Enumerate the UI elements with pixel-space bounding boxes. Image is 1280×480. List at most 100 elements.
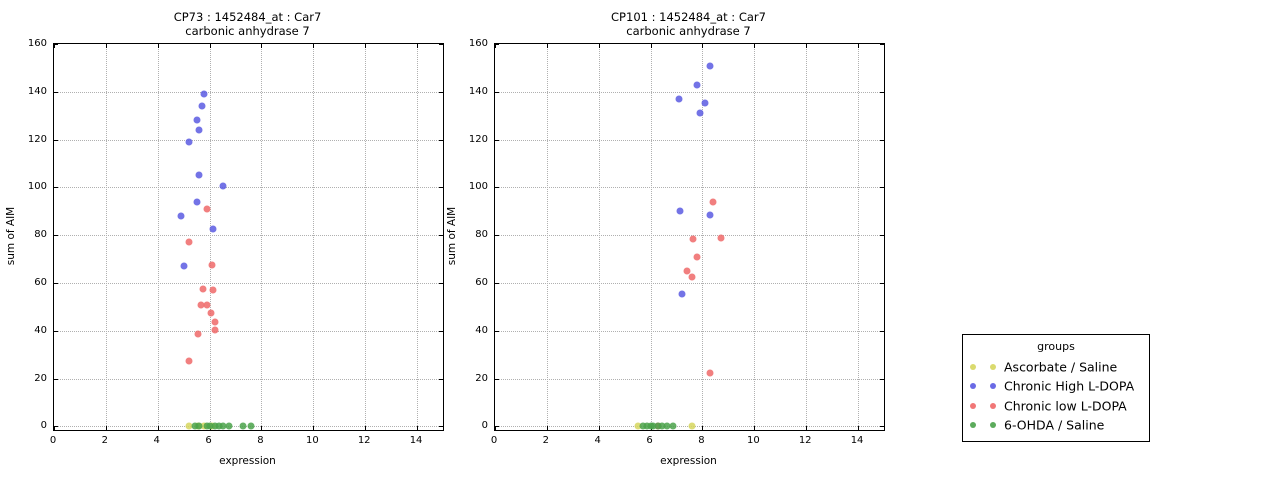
gridline — [806, 44, 808, 430]
gridline — [650, 44, 652, 430]
y-tick-mark — [54, 91, 58, 93]
left-plot-title-line1: CP73 : 1452484_at : Car7 — [173, 10, 322, 24]
gridline — [157, 44, 159, 430]
y-tick-mark — [439, 235, 443, 237]
legend-entry: Chronic low L-DOPA — [963, 396, 1149, 416]
x-tick-label: 8 — [698, 435, 705, 446]
y-tick-mark — [495, 139, 499, 141]
y-tick-mark — [439, 139, 443, 141]
y-tick-mark — [880, 44, 884, 45]
data-point — [701, 99, 709, 107]
legend-box: groups Ascorbate / Saline Chronic High L-… — [962, 334, 1150, 442]
x-tick-mark — [105, 426, 107, 430]
legend-rows: Ascorbate / Saline Chronic High L-DOPA Chr… — [963, 357, 1149, 435]
x-tick-label: 2 — [101, 435, 109, 446]
y-tick-mark — [880, 139, 884, 141]
x-tick-mark — [157, 44, 159, 48]
data-point — [199, 285, 207, 293]
data-point — [185, 138, 193, 146]
y-tick-label: 40 — [34, 324, 47, 336]
y-tick-mark — [54, 426, 58, 428]
right-plot-title-line1: CP101 : 1452484_at : Car7 — [611, 10, 766, 24]
y-tick-mark — [880, 187, 884, 189]
y-tick-mark — [495, 187, 499, 189]
legend-entry-label: Chronic High L-DOPA — [1004, 378, 1135, 394]
y-tick-label: 160 — [468, 38, 488, 49]
y-tick-mark — [439, 378, 443, 380]
x-tick-mark — [702, 44, 704, 48]
legend-entry: Chronic High L-DOPA — [963, 377, 1149, 397]
x-tick-mark — [754, 426, 756, 430]
x-tick-mark — [313, 44, 315, 48]
y-tick-label: 120 — [27, 133, 47, 145]
data-point — [643, 422, 651, 430]
x-tick-label: 12 — [357, 435, 371, 446]
data-point — [688, 273, 696, 281]
x-tick-label: 12 — [798, 435, 812, 446]
x-tick-mark — [261, 426, 263, 430]
gridline — [495, 187, 884, 189]
data-point — [658, 422, 666, 430]
legend-marker-icon — [990, 383, 996, 390]
legend-entry-label: 6-OHDA / Saline — [1004, 417, 1105, 433]
y-tick-label: 100 — [27, 181, 47, 193]
data-point — [185, 422, 193, 430]
data-point — [185, 357, 193, 365]
gridline — [54, 330, 443, 332]
x-tick-mark — [806, 426, 808, 430]
legend-marker-icon — [990, 363, 996, 370]
y-tick-mark — [495, 91, 499, 93]
x-tick-mark — [858, 44, 860, 48]
legend-marker-icon — [970, 422, 976, 429]
data-point — [219, 182, 227, 190]
x-tick-label: 0 — [49, 435, 57, 446]
y-tick-label: 0 — [40, 420, 47, 432]
y-tick-mark — [54, 187, 58, 189]
gridline — [105, 44, 107, 430]
y-tick-mark — [495, 378, 499, 380]
x-tick-mark — [365, 426, 367, 430]
data-point — [663, 422, 671, 430]
y-tick-label: 20 — [475, 372, 488, 384]
data-point — [195, 422, 203, 430]
y-tick-label: 160 — [27, 38, 47, 49]
x-tick-mark — [54, 44, 55, 48]
gridline — [495, 330, 884, 332]
gridline — [261, 44, 263, 430]
x-tick-mark — [417, 426, 419, 430]
y-tick-mark — [54, 139, 58, 141]
y-tick-label: 80 — [34, 229, 47, 241]
right-plot-title: CP101 : 1452484_at : Car7 carbonic anhyd… — [494, 10, 883, 38]
x-tick-label: 0 — [490, 435, 498, 446]
data-point — [207, 309, 215, 317]
legend-marker-icon — [990, 402, 996, 409]
y-tick-label: 100 — [468, 181, 488, 193]
data-point — [225, 422, 233, 430]
data-point — [197, 301, 205, 309]
gridline — [54, 235, 443, 237]
data-point — [209, 225, 217, 233]
gridline — [313, 44, 315, 430]
y-tick-mark — [880, 426, 884, 428]
left-plot-title: CP73 : 1452484_at : Car7 carbonic anhydr… — [53, 10, 442, 38]
data-point — [706, 211, 714, 219]
data-point — [709, 198, 717, 206]
y-tick-label: 40 — [475, 324, 488, 336]
y-tick-label: 60 — [34, 277, 47, 288]
y-tick-label: 20 — [34, 372, 47, 384]
gridline — [495, 139, 884, 141]
x-tick-mark — [157, 426, 159, 430]
x-tick-label: 14 — [409, 435, 423, 446]
x-tick-label: 4 — [594, 435, 601, 446]
data-point — [193, 116, 201, 124]
y-tick-mark — [880, 235, 884, 237]
data-point — [203, 301, 211, 309]
data-point — [683, 267, 691, 275]
legend-entry-label: Ascorbate / Saline — [1004, 359, 1118, 375]
data-point — [208, 261, 216, 269]
x-tick-label: 6 — [205, 435, 212, 446]
gridline — [546, 44, 548, 430]
gridline — [54, 283, 443, 284]
y-tick-mark — [439, 283, 443, 284]
data-point — [634, 422, 642, 430]
